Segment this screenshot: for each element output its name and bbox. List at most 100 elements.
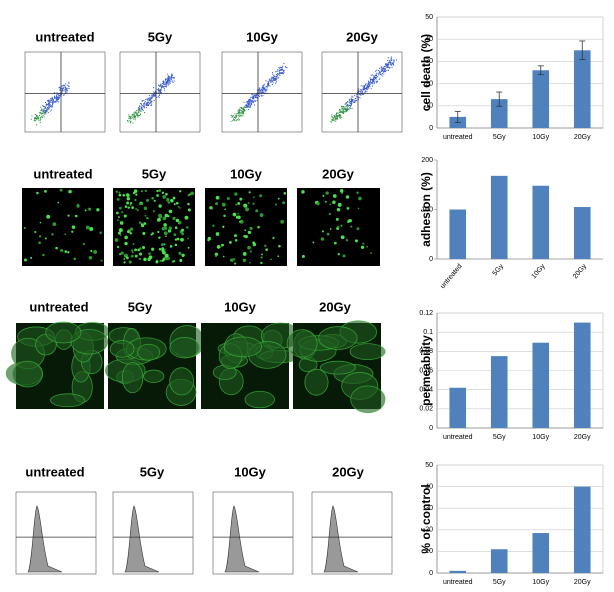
- event-dot: [168, 76, 170, 78]
- histogram: [27, 505, 63, 573]
- event-dot: [274, 76, 276, 78]
- cell-dot: [234, 192, 238, 196]
- event-dot: [141, 104, 143, 106]
- event-dot: [249, 105, 251, 107]
- event-dot: [234, 113, 236, 115]
- event-dot: [341, 116, 343, 118]
- cell-dot: [163, 243, 166, 246]
- event-dot: [252, 97, 254, 99]
- event-dot: [349, 107, 351, 109]
- event-dot: [173, 77, 175, 79]
- cell-dot: [274, 203, 277, 206]
- event-dot: [385, 63, 387, 65]
- event-dot: [264, 88, 266, 90]
- event-dot: [153, 87, 155, 89]
- event-dot: [277, 77, 279, 79]
- event-dot: [68, 82, 70, 84]
- event-dot: [375, 74, 377, 76]
- cell-dot: [175, 218, 180, 223]
- bar: [532, 533, 550, 573]
- event-dot: [133, 116, 135, 118]
- cell-dot: [130, 202, 133, 205]
- x-tick-label: 10Gy: [531, 263, 547, 281]
- event-dot: [341, 106, 343, 108]
- event-dot: [158, 92, 160, 94]
- cell-dot: [187, 208, 191, 212]
- event-dot: [387, 65, 389, 67]
- event-dot: [370, 78, 372, 80]
- cell-dot: [357, 207, 360, 210]
- event-dot: [46, 108, 48, 110]
- event-dot: [163, 80, 165, 82]
- plot-frame: [15, 491, 97, 575]
- event-dot: [255, 96, 257, 98]
- event-dot: [61, 88, 63, 90]
- event-dot: [35, 117, 37, 119]
- event-dot: [159, 93, 161, 95]
- event-dot: [372, 79, 374, 81]
- cell-dot: [52, 222, 57, 227]
- cell-dot: [135, 193, 138, 196]
- cell-dot: [64, 250, 68, 253]
- event-dot: [41, 113, 43, 115]
- event-dot: [34, 118, 36, 120]
- event-dot: [41, 113, 43, 115]
- event-dot: [255, 96, 257, 98]
- cell-dot: [215, 255, 217, 258]
- event-dot: [356, 99, 358, 101]
- cell-dot: [67, 214, 70, 217]
- event-dot: [44, 109, 46, 111]
- event-dot: [361, 90, 363, 92]
- event-dot: [132, 114, 134, 116]
- event-dot: [51, 100, 53, 102]
- event-dot: [368, 84, 370, 86]
- event-dot: [167, 75, 169, 77]
- event-dot: [171, 74, 173, 76]
- cell-dot: [96, 208, 100, 212]
- event-dot: [281, 68, 283, 70]
- event-dot: [278, 67, 280, 69]
- cell-dot: [230, 258, 234, 262]
- event-dot: [55, 98, 57, 100]
- cell-dot: [215, 232, 220, 236]
- event-dot: [63, 85, 65, 87]
- event-dot: [52, 103, 54, 105]
- event-dot: [59, 88, 61, 90]
- event-dot: [248, 106, 250, 108]
- event-dot: [368, 83, 370, 85]
- event-dot: [242, 107, 244, 109]
- cell-dot: [118, 228, 123, 233]
- cell-dot: [129, 203, 132, 207]
- cell-dot: [126, 230, 130, 234]
- event-dot: [163, 83, 165, 85]
- event-dot: [375, 74, 377, 76]
- event-dot: [40, 112, 42, 114]
- event-dot: [246, 106, 248, 108]
- event-dot: [389, 60, 391, 62]
- cell-body: [121, 362, 144, 394]
- x-tick-label: 10Gy: [532, 434, 549, 441]
- event-dot: [252, 95, 254, 97]
- event-dot: [134, 112, 136, 114]
- cell-dot: [51, 233, 54, 236]
- event-dot: [271, 80, 273, 82]
- event-dot: [256, 94, 258, 96]
- event-dot: [160, 88, 162, 90]
- event-dot: [242, 109, 244, 111]
- event-dot: [242, 108, 244, 110]
- event-dot: [171, 76, 173, 78]
- event-dot: [255, 100, 257, 102]
- event-dot: [169, 76, 171, 78]
- event-dot: [377, 76, 379, 78]
- panel-label: 5Gy: [128, 299, 153, 314]
- event-dot: [260, 91, 262, 93]
- event-dot: [384, 68, 386, 70]
- cell-dot: [118, 193, 122, 197]
- event-dot: [130, 116, 132, 118]
- event-dot: [285, 66, 287, 68]
- event-dot: [375, 79, 377, 81]
- event-dot: [333, 119, 335, 121]
- cell-dot: [232, 258, 236, 261]
- event-dot: [337, 115, 339, 117]
- event-dot: [253, 95, 255, 97]
